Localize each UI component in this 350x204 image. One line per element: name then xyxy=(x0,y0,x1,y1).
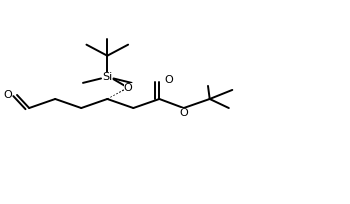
Text: O: O xyxy=(179,108,188,118)
Text: O: O xyxy=(124,82,133,92)
Text: Si: Si xyxy=(102,72,112,82)
Text: O: O xyxy=(4,90,12,100)
Text: O: O xyxy=(164,75,173,85)
